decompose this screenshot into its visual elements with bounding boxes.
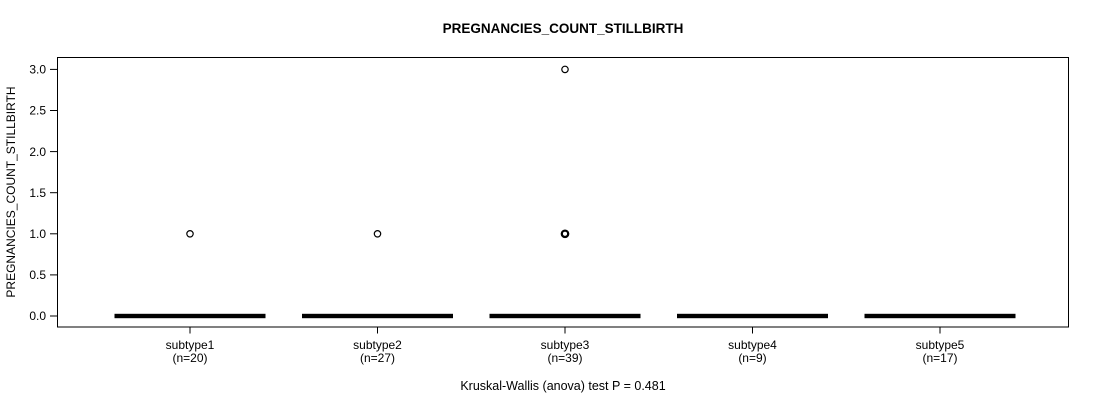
group-n-label: (n=27) bbox=[360, 351, 395, 365]
y-tick-label: 1.0 bbox=[29, 227, 46, 241]
group-n-label: (n=17) bbox=[922, 351, 957, 365]
outlier-point bbox=[561, 65, 569, 74]
boxplot-median-bar bbox=[864, 313, 1016, 319]
x-tick-label: subtype4 bbox=[728, 338, 777, 352]
group-n-label: (n=9) bbox=[738, 351, 766, 365]
x-tick-label: subtype5 bbox=[916, 338, 965, 352]
chart-title: PREGNANCIES_COUNT_STILLBIRTH bbox=[443, 21, 684, 36]
group-n-label: (n=39) bbox=[547, 351, 582, 365]
outlier-point bbox=[186, 230, 194, 238]
boxplot-median-bar bbox=[114, 313, 266, 319]
y-tick-label: 2.5 bbox=[29, 104, 46, 118]
y-tick-label: 0.0 bbox=[29, 309, 46, 323]
y-tick-label: 1.5 bbox=[29, 186, 46, 200]
plot-content: 0.0 0.5 1.0 1.5 2.0 2.5 3.0 subtype1(n=20) subty… bbox=[29, 63, 1016, 365]
y-tick-label: 0.5 bbox=[29, 268, 46, 282]
stat-test-caption: Kruskal-Wallis (anova) test P = 0.481 bbox=[460, 379, 665, 393]
x-tick-label: subtype2 bbox=[353, 338, 402, 352]
outlier-point bbox=[560, 229, 570, 239]
x-tick-label: subtype1 bbox=[166, 338, 215, 352]
plot-area-border bbox=[57, 57, 1069, 328]
x-tick-label: subtype3 bbox=[541, 338, 590, 352]
boxplot-median-bar bbox=[677, 313, 828, 319]
y-tick-label: 2.0 bbox=[29, 145, 46, 159]
boxplot-median-bar bbox=[302, 313, 453, 319]
y-tick-label: 3.0 bbox=[29, 63, 46, 77]
outlier-point bbox=[373, 230, 382, 238]
boxplot-median-bar bbox=[489, 313, 641, 319]
group-n-label: (n=20) bbox=[172, 351, 207, 365]
y-axis-label: PREGNANCIES_COUNT_STILLBIRTH bbox=[4, 86, 18, 297]
